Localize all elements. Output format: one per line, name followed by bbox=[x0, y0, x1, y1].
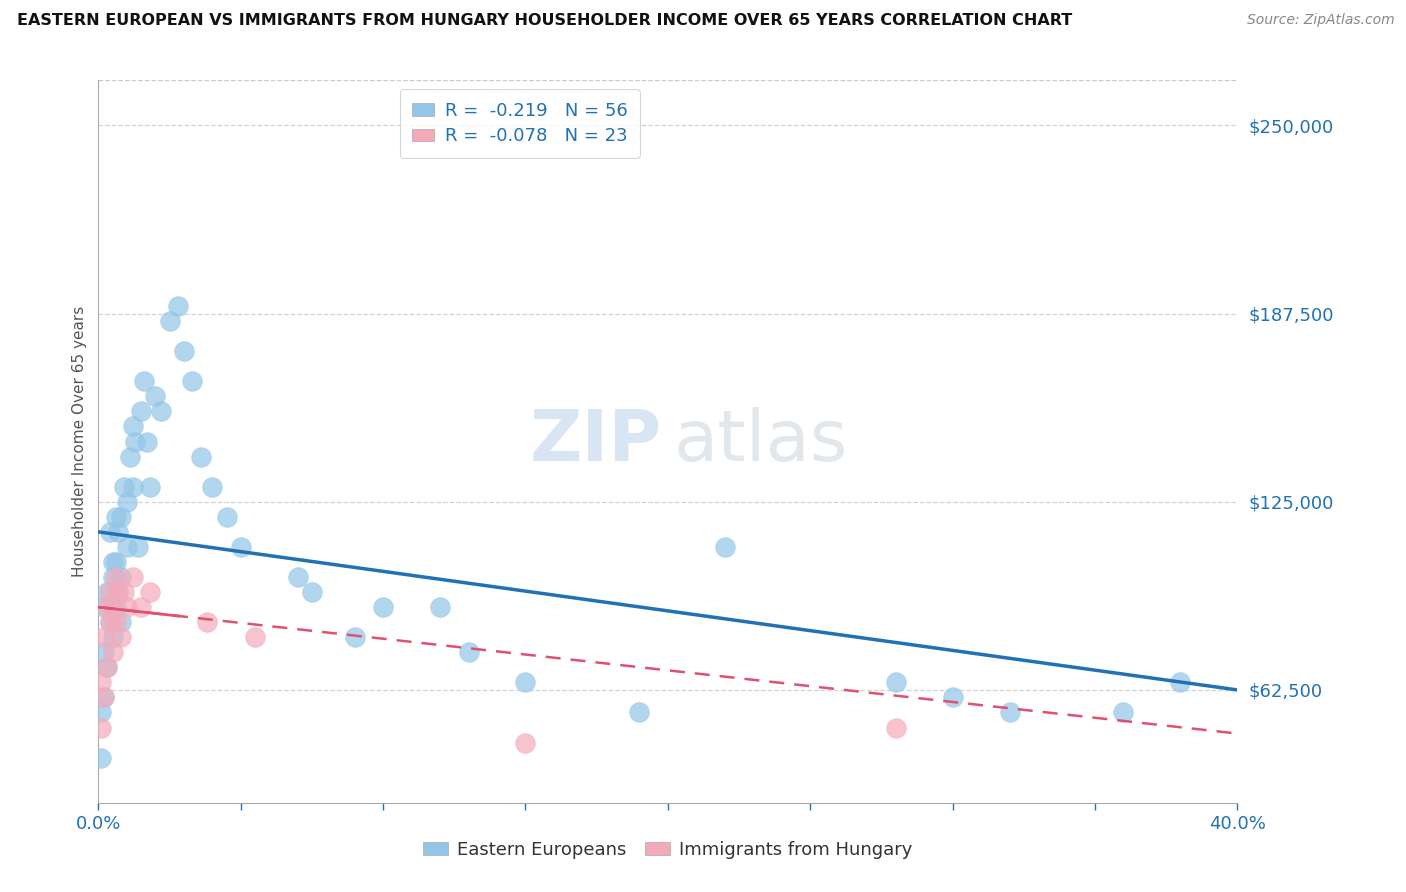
Text: Source: ZipAtlas.com: Source: ZipAtlas.com bbox=[1247, 13, 1395, 28]
Point bbox=[138, 480, 160, 494]
Point bbox=[1170, 675, 1192, 690]
Point bbox=[93, 690, 115, 705]
Point bbox=[121, 570, 143, 584]
Point bbox=[159, 314, 181, 328]
Point bbox=[96, 660, 118, 674]
Point bbox=[93, 630, 115, 644]
Point bbox=[93, 690, 115, 705]
Point bbox=[628, 706, 651, 720]
Point bbox=[714, 540, 737, 554]
Point bbox=[884, 675, 907, 690]
Point bbox=[90, 750, 112, 764]
Point bbox=[201, 480, 224, 494]
Point bbox=[104, 555, 127, 569]
Point bbox=[93, 645, 115, 659]
Point bbox=[167, 299, 190, 313]
Point bbox=[90, 675, 112, 690]
Point bbox=[101, 555, 124, 569]
Point bbox=[457, 645, 479, 659]
Point bbox=[104, 600, 127, 615]
Point bbox=[115, 600, 138, 615]
Point bbox=[101, 600, 124, 615]
Point bbox=[121, 480, 143, 494]
Point bbox=[107, 585, 129, 599]
Point bbox=[301, 585, 323, 599]
Point bbox=[515, 735, 537, 749]
Point bbox=[107, 585, 129, 599]
Point bbox=[121, 419, 143, 434]
Point bbox=[96, 600, 118, 615]
Point bbox=[127, 540, 149, 554]
Point bbox=[243, 630, 266, 644]
Point bbox=[110, 570, 132, 584]
Point bbox=[135, 434, 157, 449]
Point bbox=[150, 404, 173, 418]
Point bbox=[998, 706, 1021, 720]
Point bbox=[181, 375, 204, 389]
Text: EASTERN EUROPEAN VS IMMIGRANTS FROM HUNGARY HOUSEHOLDER INCOME OVER 65 YEARS COR: EASTERN EUROPEAN VS IMMIGRANTS FROM HUNG… bbox=[17, 13, 1073, 29]
Legend: Eastern Europeans, Immigrants from Hungary: Eastern Europeans, Immigrants from Hunga… bbox=[416, 834, 920, 866]
Point bbox=[107, 524, 129, 539]
Point bbox=[132, 375, 155, 389]
Point bbox=[145, 389, 167, 403]
Point bbox=[118, 450, 141, 464]
Text: atlas: atlas bbox=[673, 407, 848, 476]
Point bbox=[215, 509, 238, 524]
Point bbox=[90, 706, 112, 720]
Point bbox=[884, 721, 907, 735]
Point bbox=[287, 570, 309, 584]
Point bbox=[104, 509, 127, 524]
Point bbox=[110, 630, 132, 644]
Point bbox=[101, 570, 124, 584]
Point bbox=[942, 690, 965, 705]
Point bbox=[195, 615, 218, 630]
Point bbox=[115, 540, 138, 554]
Point bbox=[138, 585, 160, 599]
Point bbox=[229, 540, 252, 554]
Point bbox=[190, 450, 212, 464]
Text: ZIP: ZIP bbox=[530, 407, 662, 476]
Point bbox=[112, 585, 135, 599]
Point bbox=[110, 509, 132, 524]
Point bbox=[1112, 706, 1135, 720]
Point bbox=[515, 675, 537, 690]
Point bbox=[96, 585, 118, 599]
Point bbox=[101, 645, 124, 659]
Point bbox=[90, 721, 112, 735]
Point bbox=[98, 615, 121, 630]
Point bbox=[96, 660, 118, 674]
Point bbox=[101, 630, 124, 644]
Point bbox=[98, 585, 121, 599]
Point bbox=[129, 600, 152, 615]
Point bbox=[98, 524, 121, 539]
Point bbox=[112, 480, 135, 494]
Point bbox=[343, 630, 366, 644]
Point bbox=[98, 615, 121, 630]
Point bbox=[373, 600, 395, 615]
Point bbox=[129, 404, 152, 418]
Point bbox=[124, 434, 146, 449]
Point bbox=[115, 494, 138, 508]
Point bbox=[429, 600, 451, 615]
Point bbox=[104, 570, 127, 584]
Point bbox=[110, 615, 132, 630]
Point bbox=[93, 600, 115, 615]
Point bbox=[173, 344, 195, 359]
Point bbox=[104, 615, 127, 630]
Y-axis label: Householder Income Over 65 years: Householder Income Over 65 years bbox=[72, 306, 87, 577]
